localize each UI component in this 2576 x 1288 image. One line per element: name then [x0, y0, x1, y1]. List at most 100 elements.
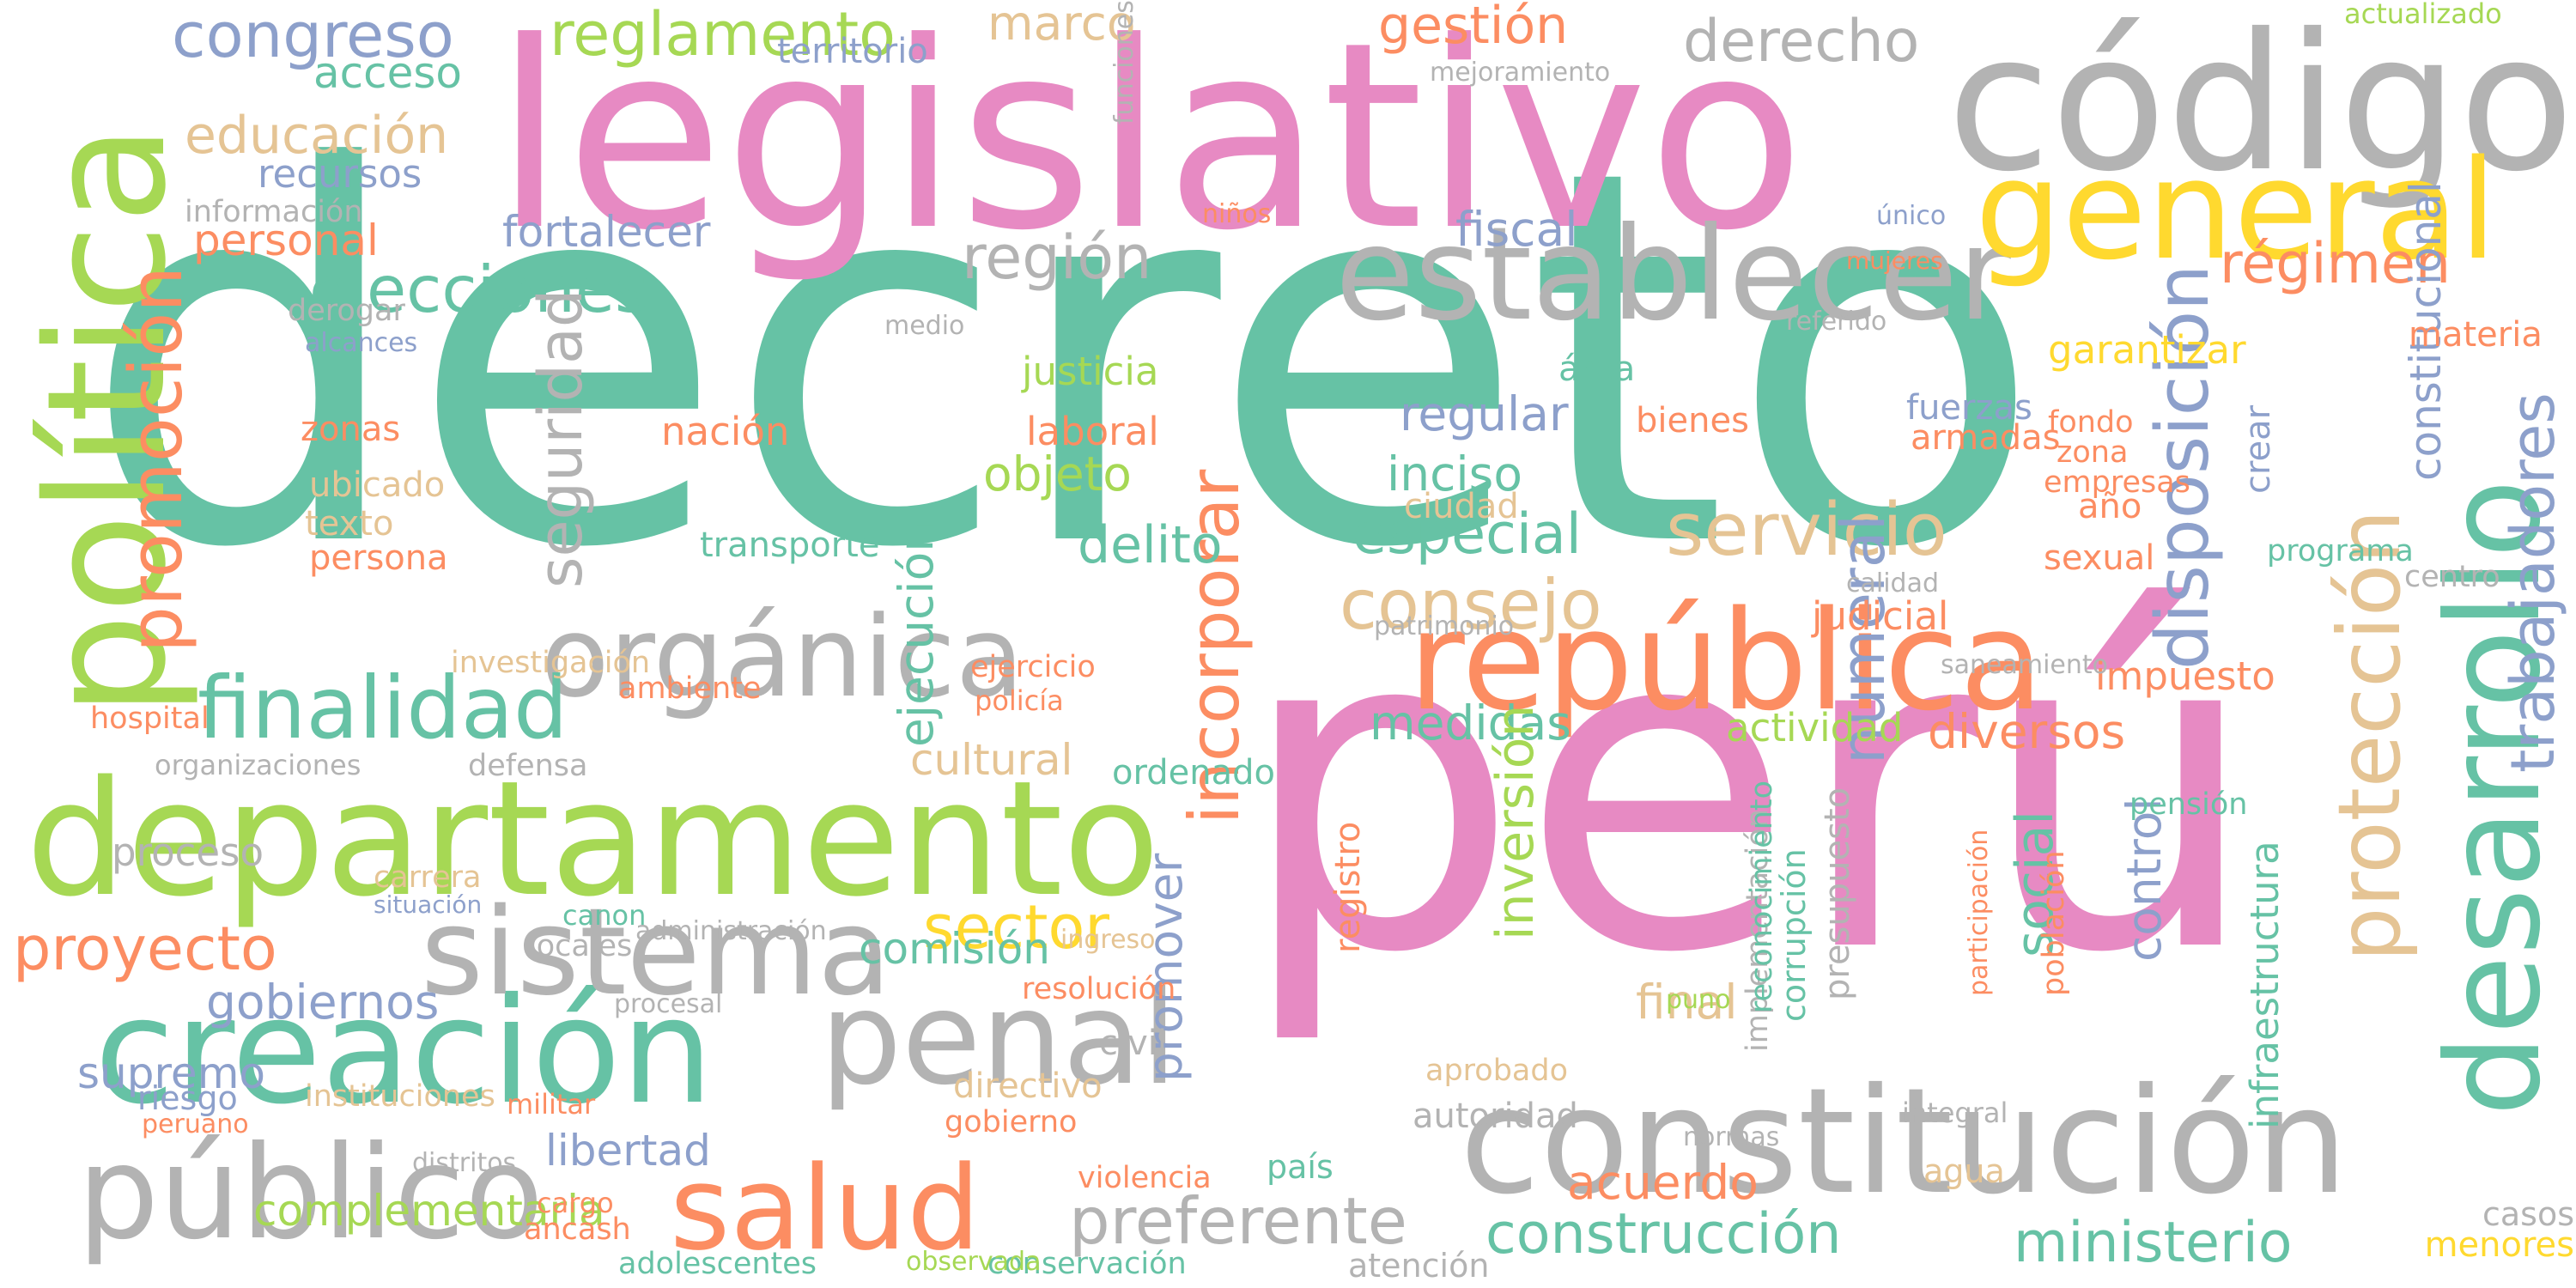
word-violencia: violencia — [1078, 1161, 1212, 1195]
word-seguridad: seguridad — [526, 289, 596, 588]
word-ninos: niños — [1202, 199, 1272, 229]
word-menores: menores — [2424, 1225, 2574, 1265]
word-objeto: objeto — [983, 447, 1132, 501]
word-sistema: sistema — [421, 883, 891, 1023]
word-regimen: régimen — [2220, 232, 2451, 296]
word-judicial: judicial — [1812, 593, 1949, 639]
word-garantizar: garantizar — [2048, 327, 2246, 373]
word-patrimonio: patrimonio — [1374, 611, 1515, 641]
word-programa: programa — [2267, 534, 2414, 568]
word-congreso: congreso — [172, 0, 454, 71]
word-locales: locales — [528, 929, 633, 963]
word-regular: regular — [1400, 386, 1569, 441]
word-cargo: cargo — [537, 1187, 614, 1219]
word-sexual: sexual — [2044, 538, 2155, 578]
word-pension: pensión — [2129, 787, 2248, 822]
word-zona: zona — [2057, 435, 2129, 470]
word-general: general — [1975, 130, 2498, 290]
word-republica: república — [1408, 580, 2044, 741]
word-proceso: proceso — [112, 829, 264, 875]
word-gestion: gestión — [1378, 0, 1569, 56]
word-organizaciones: organizaciones — [155, 749, 361, 781]
word-derecho: derecho — [1683, 8, 1920, 76]
word-participacion: participación — [1964, 829, 1994, 996]
word-publico: público — [77, 1119, 544, 1268]
word-instituciones: instituciones — [305, 1079, 495, 1114]
word-registro: registro — [1328, 821, 1368, 953]
word-departamento: departamento — [26, 746, 1161, 932]
word-libertad: libertad — [545, 1126, 711, 1176]
word-civil: civil — [1099, 1024, 1168, 1063]
word-distritos: distritos — [412, 1148, 517, 1178]
word-especial: especial — [1352, 502, 1582, 567]
word-proteccion: protección — [2319, 509, 2420, 962]
word-personal: personal — [193, 216, 379, 265]
word-final: final — [1636, 975, 1738, 1030]
word-penal: penal — [820, 964, 1178, 1114]
word-proyecto: proyecto — [13, 914, 277, 984]
word-mujeres: mujeres — [1846, 246, 1943, 275]
word-aprobado: aprobado — [1425, 1054, 1568, 1088]
word-actualizado: actualizado — [2344, 0, 2502, 30]
word-laboral: laboral — [1026, 409, 1159, 454]
word-texto: texto — [305, 504, 394, 544]
word-acceso: acceso — [313, 48, 463, 98]
word-ministerio: ministerio — [2014, 1211, 2293, 1275]
word-reconocimiento: reconocimiento — [1745, 780, 1779, 1013]
word-consejo: consejo — [1340, 565, 1602, 645]
word-acuerdo: acuerdo — [1567, 1155, 1759, 1210]
word-autoridad: autoridad — [1413, 1097, 1578, 1136]
word-gobiernos: gobiernos — [206, 975, 440, 1030]
word-corrupcion: corrupción — [1775, 848, 1813, 1022]
word-referido: referido — [1786, 307, 1887, 337]
word-policia: policía — [975, 684, 1064, 717]
word-supremo: supremo — [77, 1048, 265, 1098]
word-legislativo: legislativo — [494, 0, 1806, 287]
word-riesgo: riesgo — [137, 1079, 238, 1117]
word-transporte: transporte — [700, 526, 880, 565]
word-construccion: construcción — [1485, 1202, 1842, 1267]
word-canon: canon — [562, 899, 647, 932]
word-inciso: inciso — [1387, 447, 1522, 501]
word-alcances: alcances — [305, 328, 418, 358]
word-armadas: armadas — [1911, 418, 2061, 458]
word-ancash: ancash — [524, 1212, 631, 1247]
word-hospital: hospital — [90, 702, 210, 736]
word-fondo: fondo — [2048, 405, 2134, 440]
word-persona: persona — [309, 538, 448, 578]
word-carrera: carrera — [374, 860, 482, 895]
word-atencion: atención — [1348, 1247, 1490, 1285]
word-zonas: zonas — [301, 410, 401, 449]
word-derogar: derogar — [288, 294, 405, 328]
word-finalidad: finalidad — [197, 658, 568, 758]
word-fiscal: fiscal — [1455, 202, 1578, 257]
word-mejoramiento: mejoramiento — [1430, 58, 1611, 88]
word-reglamento: reglamento — [550, 0, 896, 70]
word-control: control — [2117, 798, 2172, 962]
word-servicio: servicio — [1666, 488, 1947, 573]
word-unico: único — [1876, 201, 1947, 231]
word-sector: sector — [923, 892, 1110, 963]
word-puno: puno — [1666, 985, 1731, 1015]
word-educacion: educación — [185, 106, 449, 166]
word-ejercicio: ejercicio — [970, 650, 1096, 684]
word-funciones: funciones — [1109, 0, 1139, 125]
word-saneamiento: saneamiento — [1941, 650, 2109, 680]
word-normas: normas — [1683, 1122, 1780, 1152]
word-area: área — [1558, 349, 1636, 389]
word-observada: observada — [906, 1247, 1042, 1277]
word-region: región — [962, 222, 1152, 293]
word-nacion: nación — [661, 409, 790, 454]
word-justicia: justicia — [1022, 349, 1159, 394]
word-creacion: creación — [94, 967, 714, 1137]
word-integral: integral — [1902, 1097, 2008, 1129]
word-decreto: decreto — [82, 60, 2044, 660]
word-peru: perú — [1236, 530, 2262, 1050]
word-defensa: defensa — [468, 749, 588, 783]
word-investigacion: investigación — [451, 646, 651, 680]
word-elecciones: elecciones — [309, 252, 649, 327]
word-resolucion: resolución — [1022, 972, 1176, 1006]
word-organica: orgánica — [541, 592, 1024, 722]
word-bienes: bienes — [1636, 401, 1749, 440]
